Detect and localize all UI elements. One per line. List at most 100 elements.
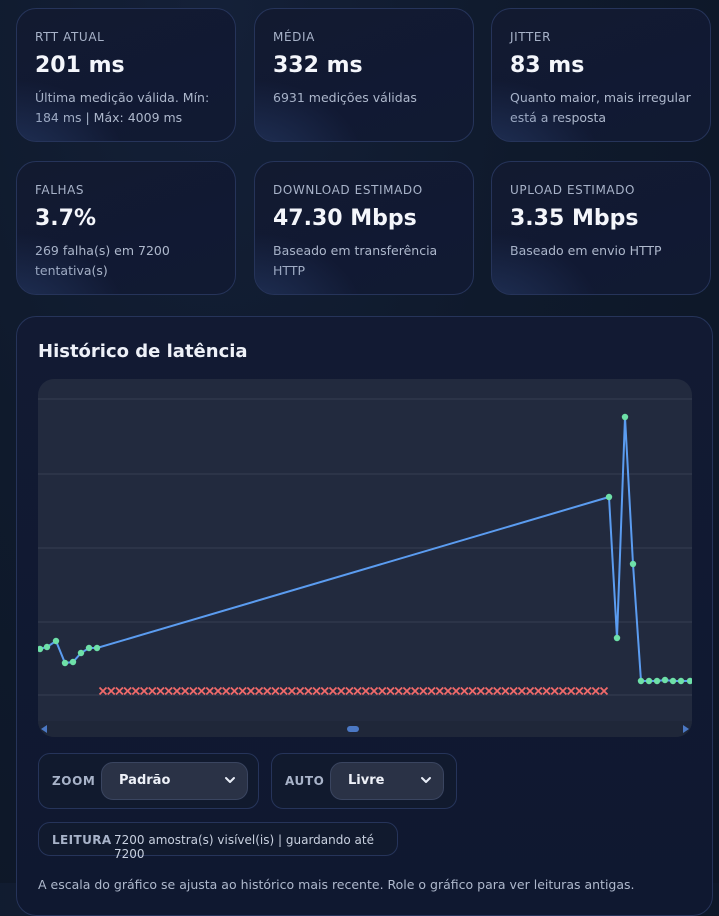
failure-marker xyxy=(320,686,329,696)
data-point xyxy=(613,634,621,642)
metric-value: 3.35 Mbps xyxy=(510,206,639,231)
data-point xyxy=(61,659,69,667)
panel-title: Histórico de latência xyxy=(38,341,248,362)
failure-marker xyxy=(139,686,149,696)
auto-label: AUTO xyxy=(285,774,325,788)
metric-card-upload: UPLOAD ESTIMADO 3.35 Mbps Baseado em env… xyxy=(491,161,711,295)
failure-marker xyxy=(525,686,535,696)
failure-marker xyxy=(567,686,576,696)
zoom-label: ZOOM xyxy=(52,774,96,788)
metric-desc: Baseado em envio HTTP xyxy=(510,243,662,258)
data-point xyxy=(93,644,101,652)
failure-marker xyxy=(172,686,182,696)
data-point xyxy=(52,637,60,645)
failure-marker xyxy=(493,686,502,696)
chevron-down-icon xyxy=(225,777,235,783)
data-point xyxy=(669,677,677,685)
auto-select-value: Livre xyxy=(348,773,385,788)
failure-marker xyxy=(386,686,395,696)
scroll-left-arrow-icon[interactable] xyxy=(41,725,47,733)
failure-marker xyxy=(484,686,494,696)
failure-marker xyxy=(534,686,543,696)
failure-marker xyxy=(287,686,297,696)
failure-marker xyxy=(410,686,420,696)
failure-marker xyxy=(435,686,444,696)
metric-label: FALHAS xyxy=(35,183,85,197)
failure-marker xyxy=(394,686,403,696)
failure-marker xyxy=(238,686,247,696)
failure-marker xyxy=(542,686,551,696)
failure-marker xyxy=(378,686,387,696)
data-point xyxy=(686,677,692,685)
failure-marker xyxy=(583,686,592,696)
failure-marker xyxy=(263,686,272,696)
metric-label: JITTER xyxy=(510,30,552,44)
failure-marker xyxy=(575,686,584,696)
metric-desc: Última medição válida. Mín: 184 ms | Máx… xyxy=(35,90,210,125)
latency-chart-svg xyxy=(38,398,692,696)
data-point xyxy=(85,644,93,652)
metric-label: DOWNLOAD ESTIMADO xyxy=(273,183,423,197)
failure-marker xyxy=(213,686,223,696)
chart-scrollbar[interactable] xyxy=(38,721,692,737)
failure-marker xyxy=(295,686,305,696)
failure-marker xyxy=(468,686,477,696)
metric-label: RTT ATUAL xyxy=(35,30,105,44)
failure-marker xyxy=(246,686,255,696)
reading-status: LEITURA 7200 amostra(s) visível(is) | gu… xyxy=(38,822,398,861)
failure-marker xyxy=(304,686,313,696)
auto-select[interactable]: Livre xyxy=(330,762,444,800)
metric-value: 3.7% xyxy=(35,206,97,231)
data-point xyxy=(621,413,629,421)
data-point xyxy=(645,677,653,685)
failure-marker xyxy=(205,686,214,696)
failure-marker xyxy=(452,686,461,696)
failure-marker xyxy=(443,686,453,696)
chevron-down-icon xyxy=(421,777,431,783)
scroll-right-arrow-icon[interactable] xyxy=(683,725,689,733)
failure-marker xyxy=(197,686,206,696)
metric-value: 332 ms xyxy=(273,53,363,78)
failure-marker xyxy=(476,686,485,696)
metric-desc: 269 falha(s) em 7200 tentativa(s) xyxy=(35,243,170,278)
failure-marker xyxy=(550,686,559,696)
failure-marker xyxy=(271,686,280,696)
failure-marker xyxy=(180,686,190,696)
data-point xyxy=(69,658,77,666)
failure-marker xyxy=(460,686,469,696)
failure-marker xyxy=(328,686,338,696)
metric-label: UPLOAD ESTIMADO xyxy=(510,183,636,197)
data-point xyxy=(38,645,44,653)
metric-desc: Quanto maior, mais irregular está a resp… xyxy=(510,90,691,125)
failure-marker xyxy=(107,686,116,696)
failure-marker xyxy=(148,686,157,696)
reading-label: LEITURA xyxy=(52,833,112,847)
failure-marker xyxy=(98,686,108,696)
failure-marker xyxy=(222,686,231,696)
failure-marker xyxy=(353,686,362,696)
latency-history-panel: Histórico de latência ZOOM Padrão AUTO L… xyxy=(16,316,713,916)
metric-desc: 6931 medições válidas xyxy=(273,90,417,105)
metric-label: MÉDIA xyxy=(273,30,315,44)
data-point xyxy=(637,677,645,685)
failure-marker xyxy=(230,686,239,696)
failure-marker xyxy=(517,686,527,696)
data-point xyxy=(43,643,51,651)
metric-card-download: DOWNLOAD ESTIMADO 47.30 Mbps Baseado em … xyxy=(254,161,474,295)
failure-marker xyxy=(131,686,140,696)
failure-marker xyxy=(115,686,124,696)
failure-marker xyxy=(402,686,412,696)
failure-marker xyxy=(164,686,173,696)
zoom-select-value: Padrão xyxy=(119,773,171,788)
latency-chart[interactable] xyxy=(38,379,692,737)
metric-card-rtt: RTT ATUAL 201 ms Última medição válida. … xyxy=(16,8,236,142)
failure-marker xyxy=(427,686,436,696)
zoom-select[interactable]: Padrão xyxy=(101,762,248,800)
data-point xyxy=(677,677,685,685)
metric-desc: Baseado em transferência HTTP xyxy=(273,243,438,278)
scroll-thumb[interactable] xyxy=(347,726,359,732)
data-point xyxy=(629,560,637,568)
failure-marker xyxy=(361,686,370,696)
data-point xyxy=(661,676,669,684)
failure-marker xyxy=(591,686,600,696)
